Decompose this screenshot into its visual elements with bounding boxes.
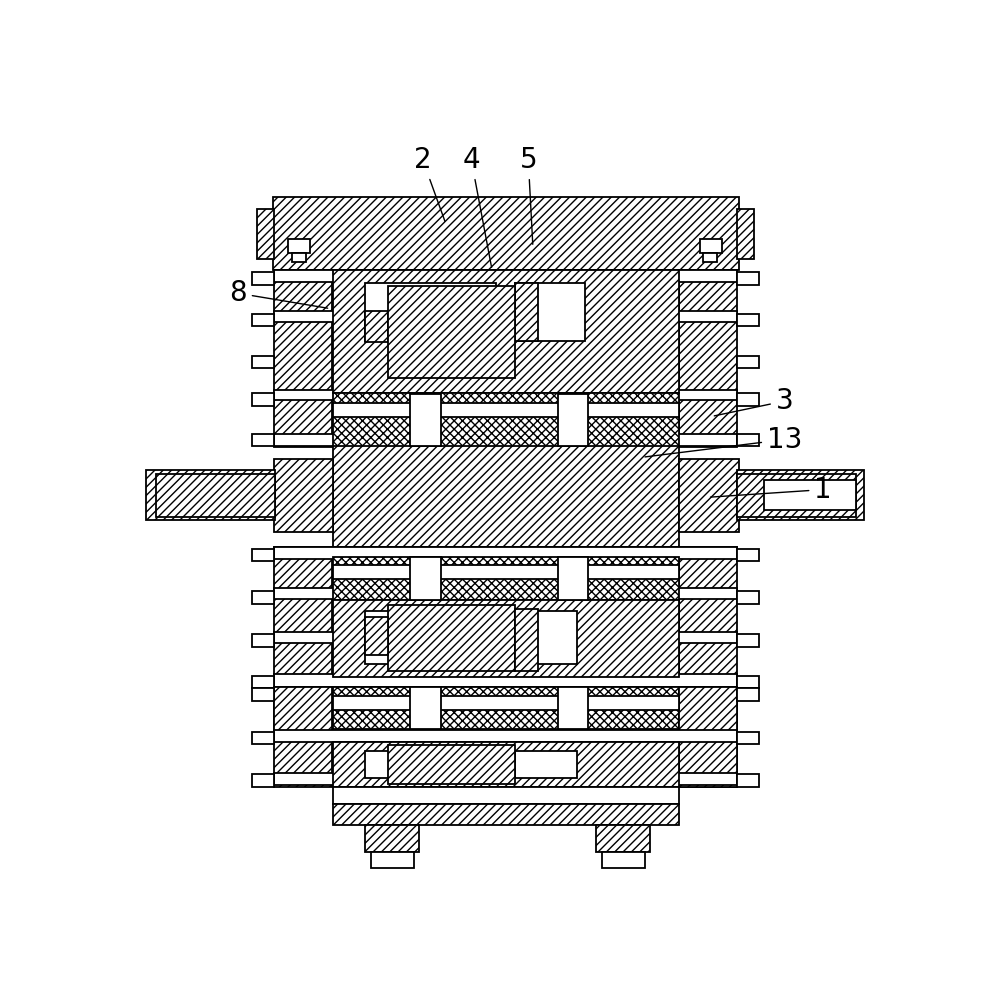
Text: 3: 3	[715, 387, 794, 416]
Bar	[275, 389, 737, 400]
Bar	[275, 311, 737, 322]
Bar	[737, 676, 759, 688]
Text: 5: 5	[519, 146, 537, 244]
Bar	[596, 825, 650, 852]
Text: 1: 1	[711, 476, 832, 504]
Bar	[275, 270, 737, 282]
Bar	[679, 547, 737, 728]
Bar	[275, 632, 737, 643]
Bar	[409, 557, 441, 600]
Bar	[737, 591, 759, 604]
Bar	[515, 283, 585, 341]
Bar	[603, 852, 644, 868]
Bar	[409, 687, 441, 729]
Bar	[333, 393, 679, 447]
Bar	[515, 609, 538, 671]
Bar	[558, 394, 589, 446]
Bar	[275, 588, 737, 599]
Bar	[156, 474, 275, 517]
Bar	[252, 393, 275, 406]
Bar	[275, 434, 737, 446]
Bar	[252, 634, 275, 647]
Bar	[679, 270, 737, 447]
Bar	[737, 549, 759, 561]
Bar	[333, 742, 679, 787]
Bar	[333, 446, 679, 547]
Bar	[737, 732, 759, 744]
Bar	[333, 687, 679, 729]
Bar	[365, 751, 493, 778]
Bar	[515, 611, 577, 664]
Bar	[365, 311, 388, 342]
Bar	[737, 393, 759, 406]
Text: 4: 4	[463, 146, 492, 267]
Bar	[737, 634, 759, 647]
Bar	[365, 825, 419, 852]
Bar	[737, 688, 759, 701]
Bar	[275, 687, 332, 787]
Bar	[252, 434, 275, 446]
Bar	[558, 557, 589, 600]
Bar	[252, 272, 275, 285]
Bar	[252, 314, 275, 326]
Text: 13: 13	[645, 426, 803, 457]
Bar	[737, 470, 864, 520]
Bar	[252, 591, 275, 604]
Bar	[292, 253, 306, 262]
Bar	[737, 272, 759, 285]
Bar	[275, 270, 332, 447]
Bar	[275, 730, 737, 742]
Bar	[558, 687, 589, 729]
Bar	[252, 356, 275, 368]
Text: 8: 8	[229, 279, 328, 308]
Bar	[372, 852, 413, 868]
Bar	[333, 270, 679, 393]
Bar	[388, 286, 515, 378]
Bar	[288, 239, 309, 253]
Bar	[365, 283, 496, 341]
Bar	[333, 565, 679, 579]
Bar	[737, 474, 856, 517]
Bar	[252, 688, 275, 701]
Bar	[333, 557, 679, 600]
Text: 2: 2	[414, 146, 445, 221]
Bar	[388, 605, 515, 671]
Bar	[515, 283, 538, 341]
Bar	[275, 547, 737, 559]
Bar	[703, 253, 716, 262]
Bar	[737, 356, 759, 368]
Bar	[146, 470, 275, 520]
Bar	[333, 600, 679, 677]
Bar	[764, 480, 856, 510]
Bar	[365, 611, 496, 664]
Bar	[737, 314, 759, 326]
Bar	[333, 787, 679, 804]
Bar	[252, 549, 275, 561]
Bar	[388, 745, 515, 784]
Bar	[333, 696, 679, 710]
Bar	[679, 687, 737, 787]
Bar	[275, 674, 737, 687]
Bar	[737, 434, 759, 446]
Bar	[258, 209, 275, 259]
Bar	[252, 774, 275, 787]
Bar	[275, 547, 332, 728]
Bar	[679, 459, 738, 532]
Bar	[275, 773, 737, 785]
Bar	[700, 239, 721, 253]
Bar	[252, 732, 275, 744]
Bar	[737, 774, 759, 787]
Bar	[515, 751, 577, 778]
Bar	[679, 687, 737, 787]
Bar	[737, 209, 754, 259]
Bar	[333, 804, 679, 825]
Bar	[275, 459, 334, 532]
Bar	[273, 197, 738, 270]
Bar	[365, 617, 388, 655]
Bar	[409, 394, 441, 446]
Bar	[333, 403, 679, 417]
Bar	[252, 676, 275, 688]
